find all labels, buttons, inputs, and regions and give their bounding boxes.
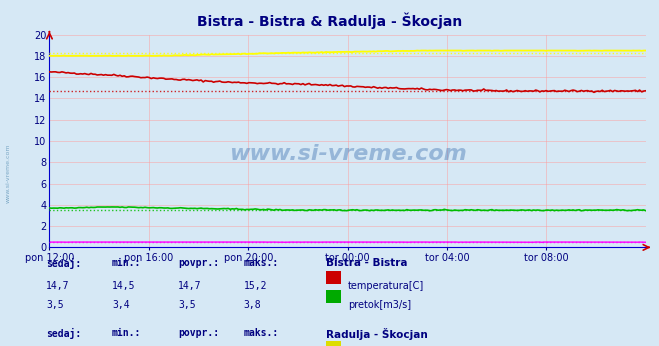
- Text: min.:: min.:: [112, 328, 142, 338]
- Text: 3,5: 3,5: [178, 300, 196, 310]
- Text: 14,5: 14,5: [112, 281, 136, 291]
- Text: povpr.:: povpr.:: [178, 258, 219, 268]
- Text: 3,5: 3,5: [46, 300, 64, 310]
- Text: Radulja - Škocjan: Radulja - Škocjan: [326, 328, 428, 340]
- Text: maks.:: maks.:: [244, 328, 279, 338]
- Text: 15,2: 15,2: [244, 281, 268, 291]
- Text: Bistra - Bistra & Radulja - Škocjan: Bistra - Bistra & Radulja - Škocjan: [197, 12, 462, 29]
- Text: www.si-vreme.com: www.si-vreme.com: [229, 144, 467, 164]
- Text: www.si-vreme.com: www.si-vreme.com: [5, 143, 11, 203]
- Text: povpr.:: povpr.:: [178, 328, 219, 338]
- Text: Bistra - Bistra: Bistra - Bistra: [326, 258, 408, 268]
- Text: sedaj:: sedaj:: [46, 258, 81, 269]
- Text: 14,7: 14,7: [46, 281, 70, 291]
- Text: 3,8: 3,8: [244, 300, 262, 310]
- Text: temperatura[C]: temperatura[C]: [348, 281, 424, 291]
- Text: 14,7: 14,7: [178, 281, 202, 291]
- Text: sedaj:: sedaj:: [46, 328, 81, 339]
- Text: min.:: min.:: [112, 258, 142, 268]
- Text: maks.:: maks.:: [244, 258, 279, 268]
- Text: 3,4: 3,4: [112, 300, 130, 310]
- Text: pretok[m3/s]: pretok[m3/s]: [348, 300, 411, 310]
